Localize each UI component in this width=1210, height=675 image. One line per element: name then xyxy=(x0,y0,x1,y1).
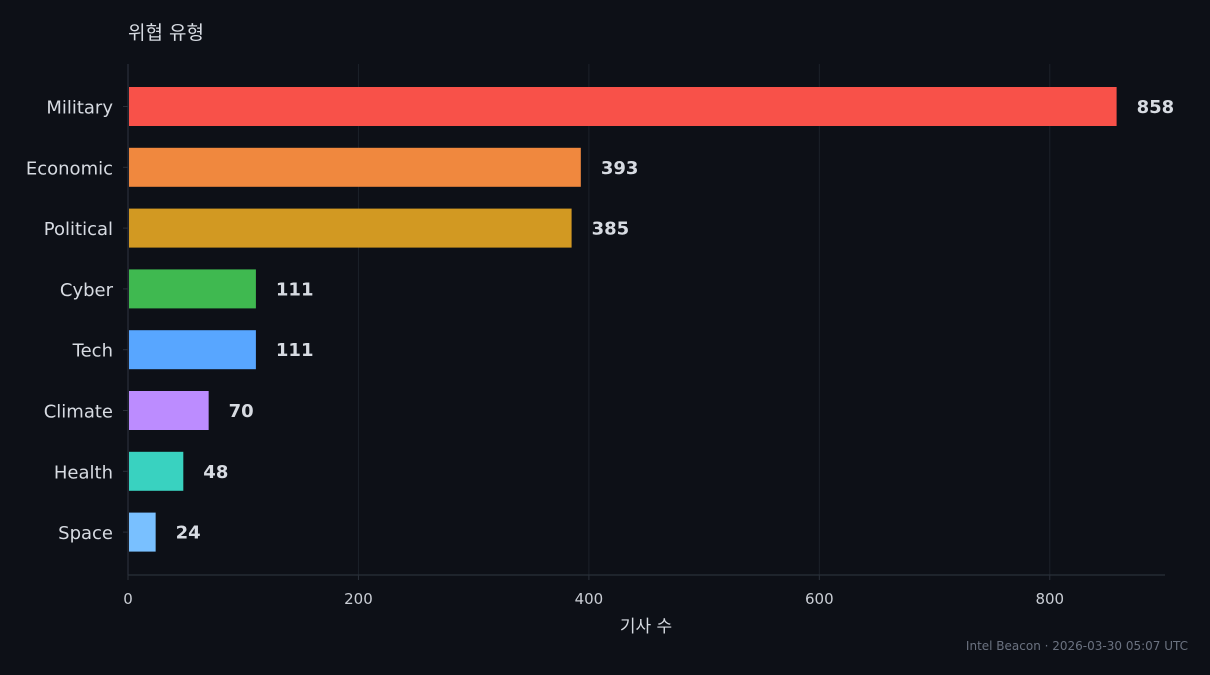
value-label-cyber: 111 xyxy=(276,279,314,300)
footer-credit: Intel Beacon · 2026-03-30 05:07 UTC xyxy=(966,639,1188,653)
value-label-space: 24 xyxy=(176,523,201,544)
bar-space xyxy=(129,512,156,552)
bar-tech xyxy=(129,330,256,370)
value-label-military: 858 xyxy=(1137,97,1175,118)
x-tick-label: 800 xyxy=(1035,590,1064,608)
x-axis-title: 기사 수 xyxy=(620,617,672,637)
bar-economic xyxy=(129,147,581,187)
axes xyxy=(123,64,1165,580)
x-tick-label: 200 xyxy=(344,590,373,608)
labels: 0 200 400 600 800 Military 858 Economic 393 Polit… xyxy=(26,97,1174,608)
category-label-tech: Tech xyxy=(72,341,113,362)
bar-health xyxy=(129,451,184,491)
x-tick-label: 400 xyxy=(575,590,604,608)
value-label-health: 48 xyxy=(203,462,228,483)
category-label-space: Space xyxy=(58,523,113,544)
grid-lines xyxy=(357,64,1051,575)
value-label-political: 385 xyxy=(592,219,630,240)
bar-climate xyxy=(129,391,209,430)
category-label-climate: Climate xyxy=(44,402,113,423)
category-label-economic: Economic xyxy=(26,158,113,179)
category-label-military: Military xyxy=(46,98,113,119)
chart-title: 위협 유형 xyxy=(128,22,204,44)
x-tick-label: 600 xyxy=(805,590,834,608)
value-label-climate: 70 xyxy=(229,401,254,422)
bars xyxy=(129,87,1117,552)
value-label-economic: 393 xyxy=(601,158,639,179)
category-label-cyber: Cyber xyxy=(60,280,114,301)
bar-political xyxy=(129,208,572,248)
category-label-political: Political xyxy=(44,219,113,240)
x-tick-label: 0 xyxy=(123,590,133,608)
bar-cyber xyxy=(129,269,256,309)
value-label-tech: 111 xyxy=(276,340,314,361)
category-label-health: Health xyxy=(54,462,113,483)
bar-military xyxy=(129,87,1117,126)
